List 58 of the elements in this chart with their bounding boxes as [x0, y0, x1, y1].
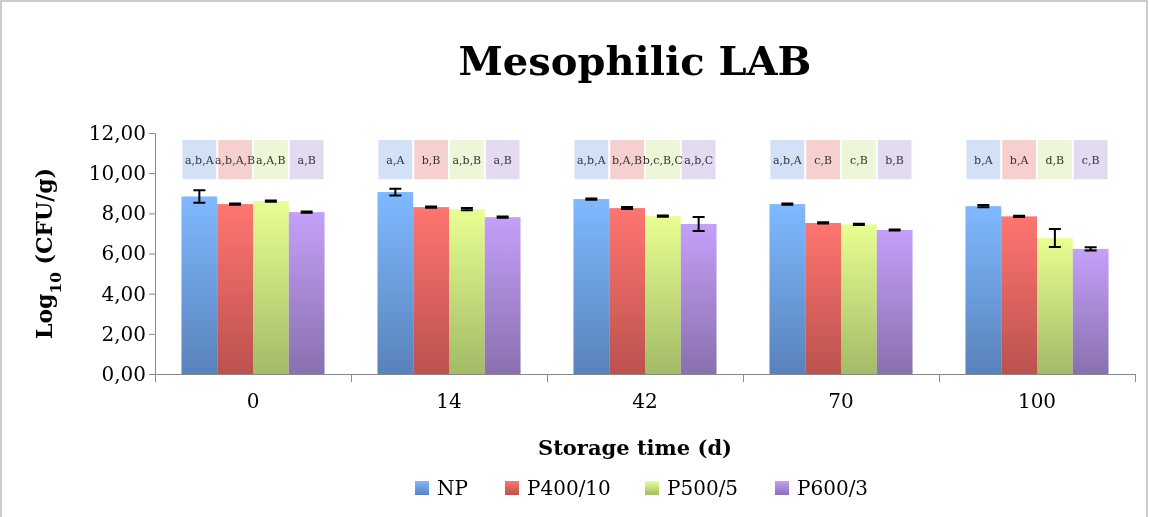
annotation: b,B: [421, 153, 441, 167]
annotation: b,A: [974, 153, 994, 167]
bar: [449, 209, 485, 374]
y-tick-label: 12,00: [88, 120, 146, 145]
annotation: a,B: [297, 153, 316, 167]
bar: [769, 204, 806, 374]
y-tick-label: 4,00: [101, 281, 146, 306]
bar: [413, 207, 449, 374]
bar: [1001, 216, 1037, 374]
bar: [377, 192, 414, 374]
annotation: c,B: [814, 153, 832, 167]
y-tick-label: 6,00: [101, 241, 146, 266]
annotation: b,A,B: [612, 153, 643, 167]
annotation: b,c,B,C: [642, 153, 683, 167]
annotation: a,b,A: [577, 153, 607, 167]
y-tick-label: 2,00: [101, 321, 146, 346]
bar: [1072, 248, 1109, 374]
annotation: a,b,A,B: [215, 153, 256, 167]
y-tick-label: 10,00: [88, 161, 146, 186]
annotation: a,b,C: [684, 153, 714, 167]
legend-label: NP: [437, 476, 468, 500]
annotation: b,A: [1009, 153, 1030, 167]
bar: [1037, 238, 1073, 374]
x-axis-title: Storage time (d): [537, 435, 733, 460]
annotation: a,b,A: [773, 153, 803, 167]
bar: [841, 224, 877, 374]
bar: [217, 204, 253, 374]
bar: [573, 199, 610, 374]
chart-title: Mesophilic LAB: [458, 37, 812, 84]
x-tick-label: 100: [1017, 389, 1057, 413]
bar: [181, 196, 218, 374]
bar: [609, 208, 645, 374]
bar: [680, 223, 717, 374]
annotation: a,b,A: [185, 153, 215, 167]
bar: [965, 206, 1002, 374]
y-tick-label: 8,00: [101, 201, 146, 226]
bar: [645, 216, 681, 374]
annotation: b,B: [885, 153, 904, 167]
annotation: a,A: [386, 153, 406, 167]
x-tick-label: 0: [246, 389, 260, 413]
legend-label: P400/10: [527, 476, 611, 500]
annotation: d,B: [1045, 153, 1065, 167]
annotation: c,B: [850, 153, 868, 167]
x-tick-label: 14: [436, 389, 462, 413]
bar: [805, 222, 841, 374]
annotation: a,B: [493, 153, 512, 167]
annotation: a,A,B: [256, 153, 286, 167]
x-tick-label: 42: [632, 389, 658, 413]
y-tick-label: 0,00: [101, 361, 146, 386]
legend-label: P500/5: [667, 476, 739, 500]
bar: [484, 217, 521, 374]
legend-label: P600/3: [797, 476, 869, 500]
bar: [876, 230, 913, 374]
bar: [253, 201, 289, 374]
annotation: a,b,B: [452, 153, 482, 167]
x-tick-label: 70: [828, 389, 854, 413]
annotation: c,B: [1081, 153, 1100, 167]
bar: [288, 212, 325, 374]
